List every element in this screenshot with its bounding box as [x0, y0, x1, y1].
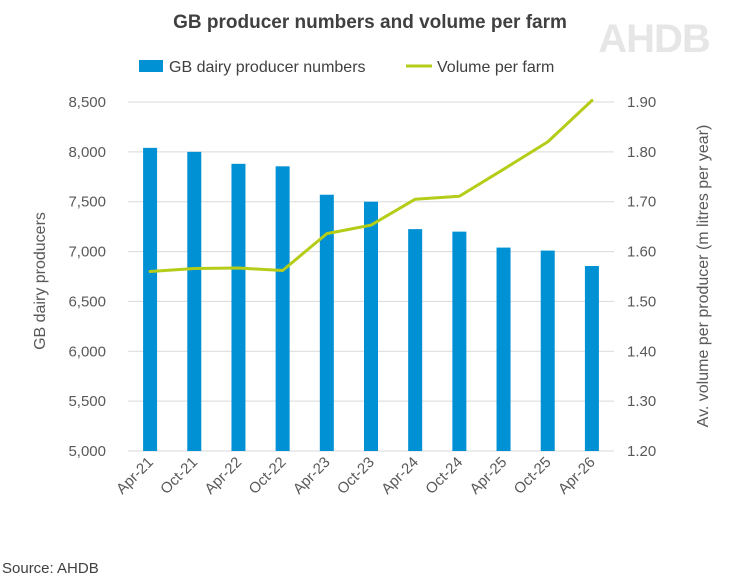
- x-tick-label: Apr-23: [290, 454, 334, 498]
- left-tick-label: 8,500: [68, 94, 106, 111]
- left-tick-label: 5,000: [68, 443, 106, 460]
- chart-title: GB producer numbers and volume per farm: [173, 12, 567, 33]
- x-tick-label: Oct-23: [334, 454, 378, 498]
- right-tick-label: 1.90: [627, 94, 656, 111]
- legend-label-bars: GB dairy producer numbers: [169, 59, 366, 76]
- x-tick-label: Apr-26: [555, 454, 599, 498]
- x-tick-label: Apr-24: [378, 454, 422, 498]
- left-tick-label: 5,500: [68, 393, 106, 410]
- left-axis-title: GB dairy producers: [32, 212, 49, 350]
- bar-series: [143, 147, 599, 451]
- x-tick-label: Oct-21: [157, 454, 201, 498]
- legend-label-line: Volume per farm: [437, 59, 554, 76]
- bar: [187, 151, 202, 451]
- x-tick-label: Apr-21: [113, 454, 157, 498]
- ahdb-logo: AHDB: [598, 17, 710, 61]
- bar: [584, 266, 599, 451]
- bar: [408, 229, 423, 451]
- x-axis-ticks: Apr-21 Oct-21 Apr-22 Oct-22 Apr-23 Oct-23 Apr-…: [113, 454, 599, 498]
- x-tick-label: Oct-22: [246, 454, 290, 498]
- right-tick-label: 1.70: [627, 194, 656, 211]
- right-tick-label: 1.20: [627, 443, 656, 460]
- right-tick-label: 1.50: [627, 293, 656, 310]
- right-tick-label: 1.60: [627, 244, 656, 261]
- line-series: [148, 99, 594, 274]
- left-tick-label: 7,000: [68, 244, 106, 261]
- left-tick-label: 6,500: [68, 293, 106, 310]
- right-tick-label: 1.30: [627, 393, 656, 410]
- right-tick-label: 1.80: [627, 144, 656, 161]
- x-tick-label: Apr-22: [201, 454, 245, 498]
- x-tick-label: Oct-25: [511, 454, 555, 498]
- bar: [496, 247, 511, 451]
- legend: GB dairy producer numbers Volume per far…: [139, 59, 554, 76]
- bar: [540, 250, 555, 451]
- series-line: [148, 99, 594, 274]
- left-tick-label: 7,500: [68, 194, 106, 211]
- legend-swatch-bars: [139, 60, 163, 72]
- left-tick-label: 6,000: [68, 343, 106, 360]
- bar: [275, 166, 290, 451]
- bar: [143, 147, 158, 451]
- right-axis-ticks: 1.20 1.30 1.40 1.50 1.60 1.70 1.80 1.90: [627, 94, 656, 460]
- left-tick-label: 8,000: [68, 144, 106, 161]
- source-note: Source: AHDB: [2, 560, 99, 577]
- bar: [319, 194, 334, 451]
- bar: [364, 201, 378, 451]
- bar: [231, 163, 246, 451]
- bar: [452, 231, 467, 451]
- right-tick-label: 1.40: [627, 343, 656, 360]
- left-axis-ticks: 5,000 5,500 6,000 6,500 7,000 7,500 8,000 8,500: [68, 94, 106, 460]
- right-axis-title: Av. volume per producer (m litres per ye…: [695, 125, 712, 428]
- x-tick-label: Oct-24: [422, 454, 466, 498]
- x-tick-label: Apr-25: [467, 454, 511, 498]
